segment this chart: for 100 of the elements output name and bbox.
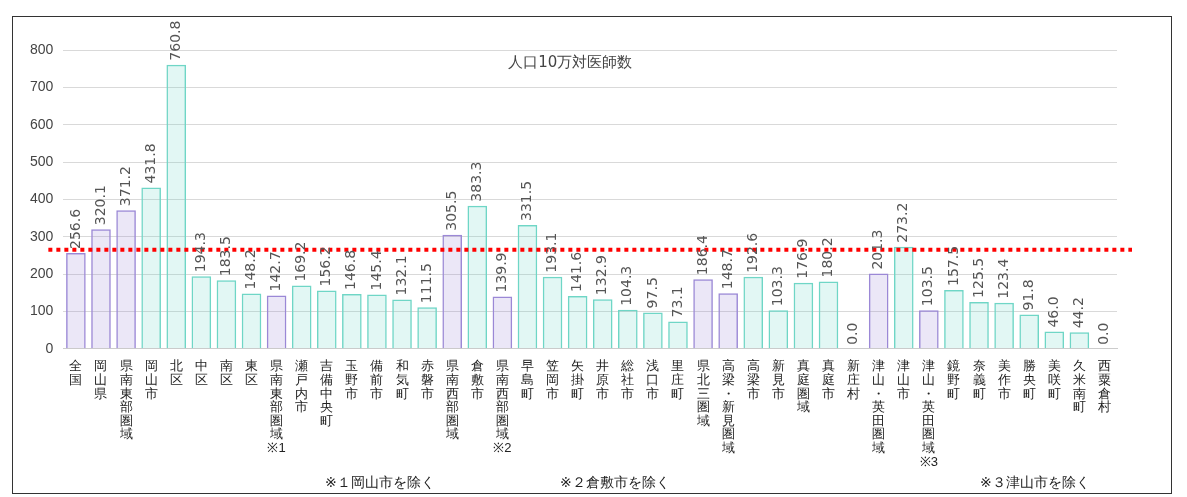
data-label: 132.9 xyxy=(593,255,610,296)
data-label: 0.0 xyxy=(844,322,861,345)
data-label: 193.1 xyxy=(543,232,560,273)
bar xyxy=(919,310,939,349)
bar xyxy=(492,296,513,349)
x-tick-label: 瀬戸内市 xyxy=(295,358,309,415)
text: ※２倉敷市を除く xyxy=(560,474,670,492)
x-tick-label: 奈義町 xyxy=(972,358,986,401)
data-label: 320.1 xyxy=(91,185,108,226)
data-label: 111.5 xyxy=(417,263,434,304)
x-tick-label: 真庭圏域 xyxy=(795,358,810,415)
data-label: 125.5 xyxy=(969,257,986,298)
x-tick-label: 県南西部圏域 xyxy=(444,358,459,442)
data-label: 97.5 xyxy=(643,277,660,309)
y-tick-label: 600 xyxy=(30,115,54,132)
bar xyxy=(618,309,638,349)
data-label: 146.8 xyxy=(342,249,359,290)
bar xyxy=(517,224,538,349)
x-tick-label: 北区 xyxy=(169,358,183,387)
data-label: 142.7 xyxy=(267,251,284,292)
data-label: 103.5 xyxy=(919,266,936,307)
y-tick-label: 400 xyxy=(30,190,54,207)
x-tick-label: 津山・英田圏域 xyxy=(871,358,886,456)
data-label: 176.9 xyxy=(794,238,811,279)
data-label: 169.2 xyxy=(292,241,309,282)
data-label: 194.3 xyxy=(191,232,208,273)
x-tick-label: 県南東部圏域※1 xyxy=(267,358,286,456)
x-tick-label: 早島町 xyxy=(520,358,534,401)
x-tick-label: 勝央町 xyxy=(1022,358,1036,401)
x-tick-label: 倉敷市 xyxy=(470,358,484,401)
data-label: 145.4 xyxy=(367,250,384,291)
data-label: 256.6 xyxy=(66,208,83,249)
bar xyxy=(818,281,839,349)
x-tick-label: 美咲町 xyxy=(1047,358,1061,401)
x-tick-label: 笠岡市 xyxy=(546,358,560,401)
x-tick-label: 鏡野町 xyxy=(947,358,961,401)
x-tick-label: 西粟倉村 xyxy=(1096,358,1111,415)
x-tick-label: 里庄町 xyxy=(671,358,685,401)
data-label: 383.3 xyxy=(467,161,484,202)
data-label: 103.3 xyxy=(768,266,785,307)
bar xyxy=(191,276,212,349)
y-tick-label: 500 xyxy=(30,152,54,169)
text: ※１岡山市を除く xyxy=(325,474,435,492)
y-tick-label: 800 xyxy=(30,40,54,57)
x-tick-label: 矢掛町 xyxy=(571,358,585,401)
data-label: 148.7 xyxy=(718,249,735,290)
data-label: 104.3 xyxy=(618,265,635,306)
data-label: 331.5 xyxy=(518,180,535,221)
bar xyxy=(1019,314,1040,349)
y-tick-label: 700 xyxy=(30,78,54,95)
bar xyxy=(442,234,463,349)
data-label: 156.2 xyxy=(317,246,334,287)
x-tick-label: 真庭市 xyxy=(822,358,835,401)
x-tick-label: 県南東部圏域 xyxy=(118,358,133,442)
x-tick-label: 総社市 xyxy=(620,358,635,401)
x-tick-label: 美作市 xyxy=(996,358,1011,401)
bar xyxy=(66,252,86,349)
x-tick-label: 吉備中央町 xyxy=(320,358,334,428)
bar xyxy=(768,310,789,349)
bar xyxy=(166,64,187,349)
x-tick-label: 中区 xyxy=(194,358,208,387)
bar xyxy=(693,279,713,349)
bar xyxy=(893,246,914,349)
data-label: 91.8 xyxy=(1019,279,1036,311)
data-label: 183.5 xyxy=(217,236,234,277)
bar xyxy=(266,295,287,349)
x-tick-label: 高梁市 xyxy=(746,358,760,401)
data-label: 123.4 xyxy=(994,258,1011,299)
data-label: 431.8 xyxy=(141,143,158,184)
x-tick-label: 全国 xyxy=(69,358,83,387)
bar xyxy=(467,205,488,349)
bar xyxy=(969,301,989,349)
x-tick-label: 岡山県 xyxy=(94,358,108,401)
y-tick-label: 100 xyxy=(30,302,54,319)
bar xyxy=(241,293,262,349)
bar xyxy=(141,187,161,349)
x-tick-label: 玉野市 xyxy=(345,358,359,401)
x-tick-label: 久米南町 xyxy=(1072,358,1086,415)
data-label: 180.2 xyxy=(819,237,836,278)
data-label: 132.1 xyxy=(392,255,409,296)
data-label: 46.0 xyxy=(1044,296,1061,328)
data-label: 73.1 xyxy=(668,286,685,318)
x-tick-label: 備前市 xyxy=(370,358,384,401)
bar xyxy=(116,210,136,349)
y-tick-label: 0 xyxy=(45,339,54,356)
bar xyxy=(793,282,814,349)
data-label: 273.2 xyxy=(894,202,911,243)
data-label: 0.0 xyxy=(1095,322,1112,345)
bar xyxy=(592,299,613,349)
data-label: 44.2 xyxy=(1070,297,1087,329)
x-tick-label: 県南西部圏域※2 xyxy=(493,358,512,456)
x-tick-label: 津山市 xyxy=(897,358,911,401)
bar xyxy=(668,321,688,349)
x-tick-label: 県北三圏域 xyxy=(695,358,710,428)
x-tick-label: 津山・英田圏域※3 xyxy=(919,358,938,469)
x-tick-label: 岡山市 xyxy=(144,358,158,401)
bar xyxy=(567,295,588,349)
bar xyxy=(417,307,437,349)
x-tick-label: 和気町 xyxy=(395,358,409,401)
bar xyxy=(868,273,889,349)
